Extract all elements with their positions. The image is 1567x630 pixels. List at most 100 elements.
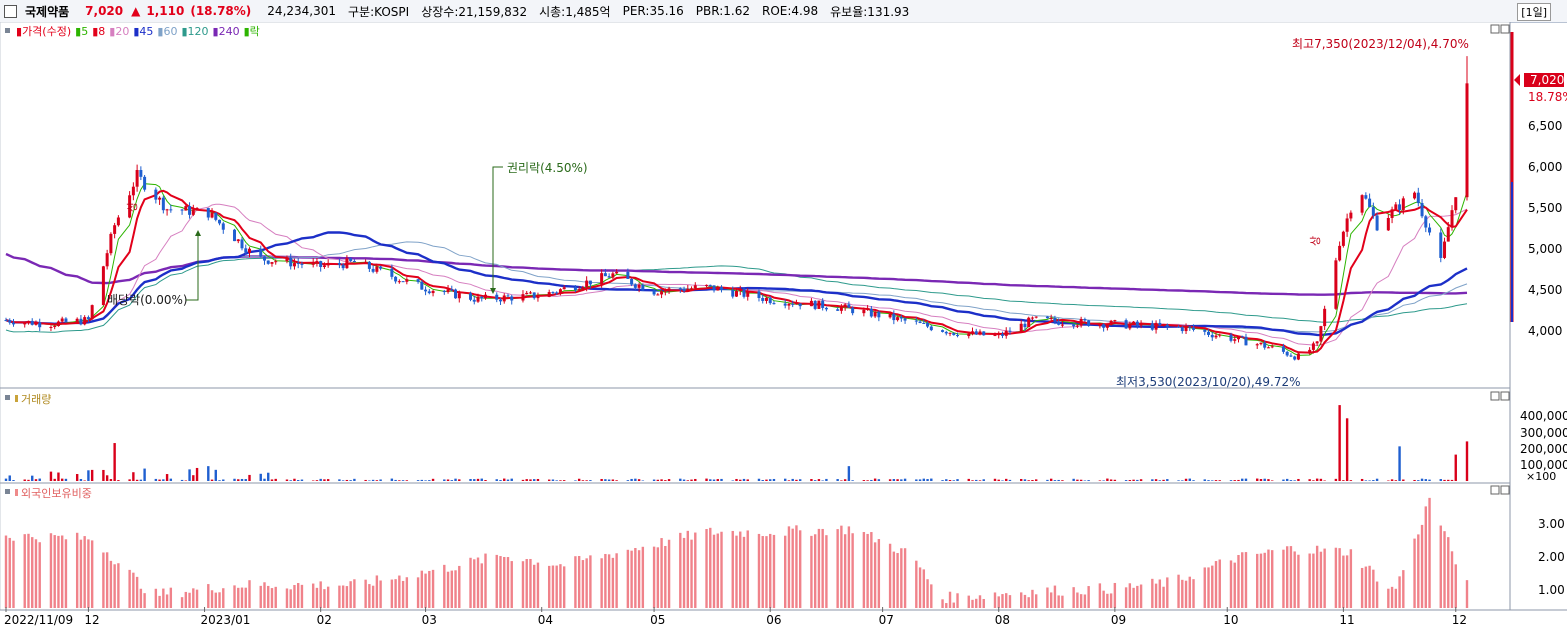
price-change-pct: (18.78%) <box>190 4 252 18</box>
volume-bar <box>207 466 210 481</box>
candle <box>877 311 881 318</box>
candle <box>1218 334 1222 336</box>
volume-bar <box>1394 480 1398 481</box>
date-label: 09 <box>1111 613 1126 627</box>
candle <box>1150 323 1154 330</box>
foreign-panel-buttons[interactable] <box>1490 485 1510 495</box>
volume-bar <box>637 479 641 481</box>
foreign-bar <box>319 581 322 608</box>
foreign-bar <box>761 536 764 608</box>
volume-bar <box>195 467 199 481</box>
foreign-bar <box>1342 555 1345 608</box>
candle <box>866 308 870 310</box>
candle <box>345 258 349 269</box>
candle <box>405 279 409 282</box>
foreign-bar <box>1124 587 1128 608</box>
panel-handle-icon[interactable] <box>5 395 10 400</box>
volume-bar <box>1188 478 1191 481</box>
limit-up-marker-2: 상 <box>1309 236 1322 246</box>
volume-bar <box>739 479 742 481</box>
market-cap: 시총:1,485억 <box>539 4 611 19</box>
volume-bar <box>1420 478 1424 481</box>
volume-bar <box>1072 478 1075 481</box>
foreign-bar <box>38 542 41 608</box>
candle <box>708 284 712 286</box>
volume-bar <box>315 480 319 481</box>
volume-bar <box>102 469 105 481</box>
foreign-bar <box>90 540 94 608</box>
stock-chart[interactable]: ▮가격(수정) ▮5 ▮8 ▮20 ▮45 ▮60 ▮120 ▮240 ▮락 6,500 6,0… <box>0 22 1567 630</box>
foreign-bar <box>840 525 843 608</box>
volume-bar <box>772 478 776 481</box>
panel-handle-icon[interactable] <box>5 28 10 33</box>
volume-panel-buttons[interactable] <box>1490 391 1510 401</box>
volume-bar <box>1390 479 1394 481</box>
candle <box>259 248 263 257</box>
candle <box>1087 320 1091 327</box>
candle <box>1113 320 1117 322</box>
foreign-bar <box>345 586 349 608</box>
volume-bar <box>836 479 839 481</box>
foreign-bar <box>664 545 667 608</box>
volume-bar <box>1315 478 1319 481</box>
volume-bar <box>34 479 38 481</box>
candle <box>4 320 8 322</box>
foreign-bar <box>746 530 749 608</box>
foreign-bar <box>83 536 86 608</box>
period-selector[interactable]: [1일] <box>1517 3 1551 21</box>
volume-bar <box>424 480 427 481</box>
volume-bar <box>1098 480 1102 481</box>
volume-bar <box>945 479 948 481</box>
foreign-bar <box>158 595 161 608</box>
foreign-bar <box>690 539 693 608</box>
listed-shares: 상장수:21,159,832 <box>421 4 528 19</box>
candle <box>1057 321 1061 325</box>
candle <box>1207 331 1211 335</box>
foreign-bar <box>1128 583 1132 608</box>
candle <box>641 284 645 291</box>
foreign-bar <box>529 558 532 608</box>
candle <box>581 287 585 290</box>
candle <box>978 331 982 335</box>
volume-bar <box>87 470 90 481</box>
foreign-bar <box>1229 560 1233 608</box>
foreign-bar <box>1443 531 1446 608</box>
select-checkbox[interactable] <box>4 4 17 18</box>
volume-bar <box>652 479 656 481</box>
candle <box>974 331 978 335</box>
candle <box>1102 324 1106 328</box>
foreign-tick: 1.00 <box>1538 583 1565 597</box>
foreign-bar <box>510 561 513 608</box>
foreign-bar <box>847 526 851 608</box>
volume-bar <box>12 480 15 481</box>
foreign-bar <box>154 588 158 608</box>
candle <box>1075 325 1079 327</box>
candle <box>375 266 379 272</box>
foreign-bar <box>398 575 401 608</box>
volume-bar <box>1271 480 1274 481</box>
volume-bar <box>795 479 798 481</box>
candle <box>1192 327 1196 330</box>
volume-unit: ×100 <box>1526 470 1556 483</box>
foreign-bar <box>626 549 630 608</box>
volume-bar <box>53 478 56 481</box>
candle <box>716 287 720 291</box>
candle <box>787 303 791 306</box>
candle <box>233 229 237 242</box>
foreign-bar <box>1424 506 1427 608</box>
candle <box>944 331 948 334</box>
price-panel-buttons[interactable] <box>1490 24 1510 34</box>
stock-name[interactable]: 국제약품 <box>25 4 70 19</box>
volume-bar <box>319 478 322 481</box>
foreign-bar <box>1237 554 1240 608</box>
foreign-bar <box>446 571 450 608</box>
price-tick: 5,000 <box>1528 242 1562 256</box>
candle <box>1266 347 1270 349</box>
foreign-bar <box>53 535 56 608</box>
price-annotations: 최고7,350(2023/12/04),4.70% 최저3,530(2023/1… <box>107 37 1469 389</box>
panel-handle-icon[interactable] <box>5 489 10 494</box>
foreign-bar <box>551 565 555 608</box>
date-axis: 2022/11/09 12 2023/01 02 03 04 05 06 07 08 09 10 11 1… <box>4 607 1467 627</box>
candle <box>742 289 746 297</box>
foreign-bar <box>192 588 195 608</box>
